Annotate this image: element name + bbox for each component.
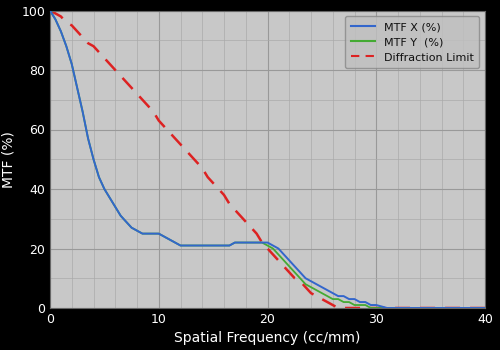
Y-axis label: MTF (%): MTF (%)	[2, 131, 16, 188]
Legend: MTF X (%), MTF Y  (%), Diffraction Limit: MTF X (%), MTF Y (%), Diffraction Limit	[345, 16, 480, 68]
X-axis label: Spatial Frequency (cc/mm): Spatial Frequency (cc/mm)	[174, 331, 360, 345]
